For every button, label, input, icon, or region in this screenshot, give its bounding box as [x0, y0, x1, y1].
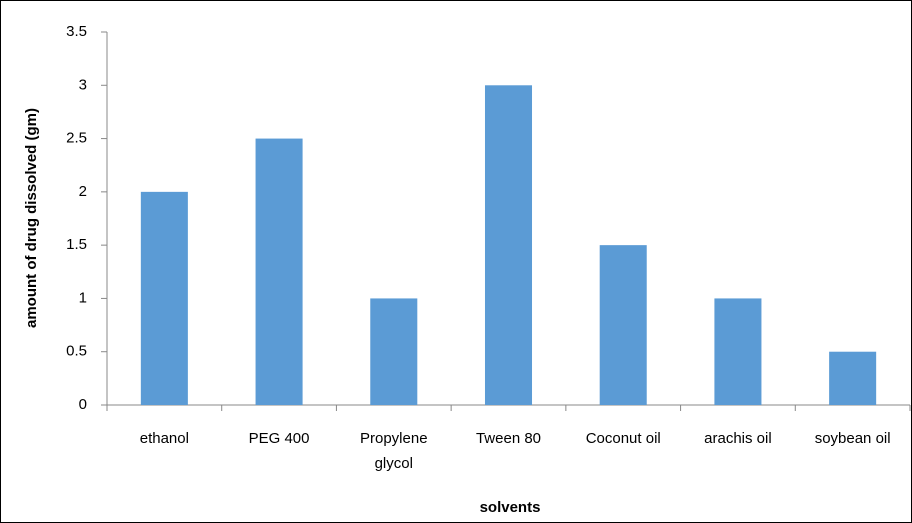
bar: [484, 85, 533, 406]
y-tick-label: 0.5: [66, 343, 87, 360]
x-tick-label: Tween 80: [476, 430, 541, 447]
bar: [140, 191, 188, 405]
y-tick-label: 3: [79, 76, 87, 93]
x-tick-label: Coconut oil: [586, 430, 661, 447]
x-tick-label: Propylene glycol: [360, 430, 428, 472]
bar: [829, 351, 877, 405]
x-tick-label: soybean oil: [815, 430, 891, 447]
y-tick-label: 3.5: [66, 23, 87, 40]
x-tick-label: ethanol: [140, 430, 189, 447]
y-tick-label: 1.5: [66, 236, 87, 253]
bar: [599, 245, 647, 405]
bar: [714, 298, 762, 405]
y-tick-label: 0: [79, 396, 87, 413]
y-tick-label: 2.5: [66, 130, 87, 147]
x-tick-label: arachis oil: [704, 430, 772, 447]
y-tick-label: 2: [79, 183, 87, 200]
bar: [370, 298, 418, 405]
y-axis-title: amount of drug dissolved (gm): [23, 108, 40, 328]
bar: [255, 138, 303, 406]
x-axis-title: solvents: [480, 499, 541, 516]
x-tick-label: PEG 400: [249, 430, 310, 447]
y-tick-label: 1: [79, 289, 87, 306]
